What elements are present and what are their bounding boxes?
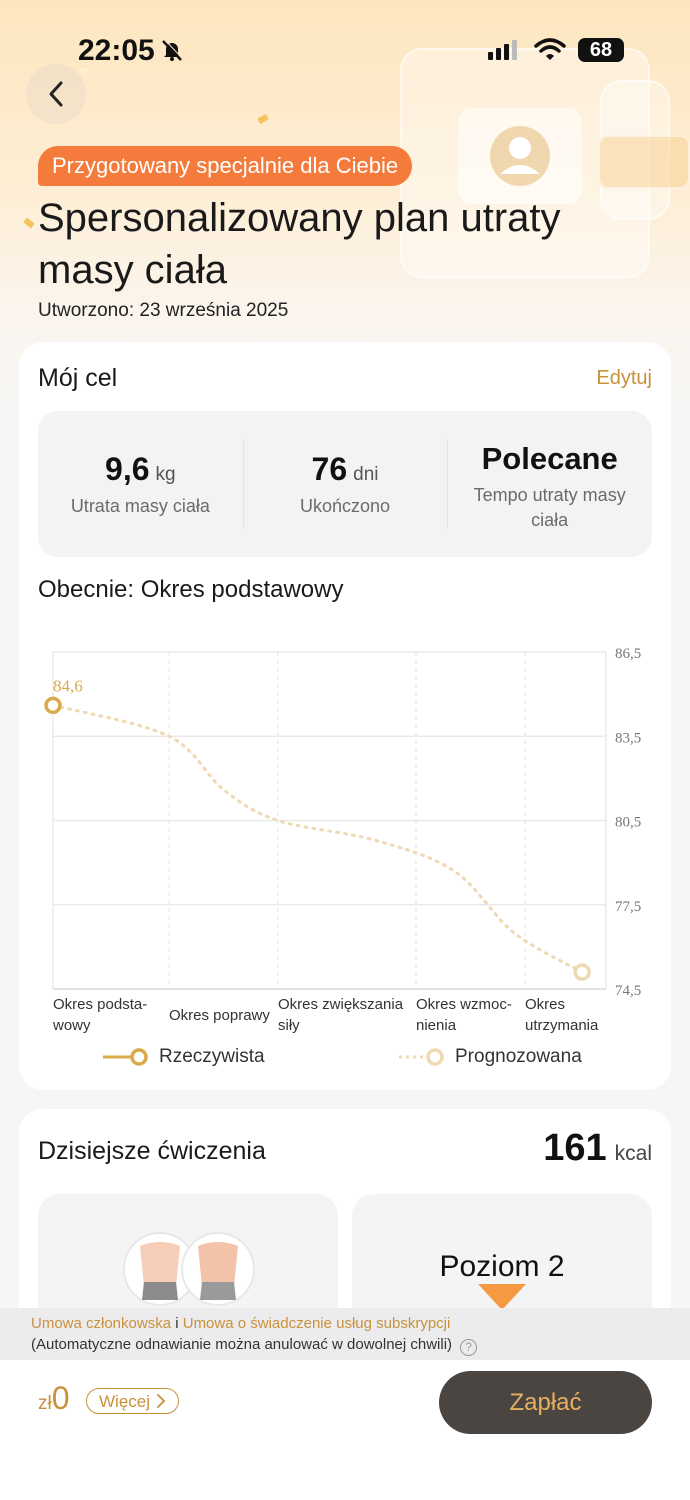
stat-value: 76 — [311, 451, 348, 487]
auto-renew-note: (Automatyczne odnawianie można anulować … — [31, 1336, 453, 1353]
legend-actual-label: Rzeczywista — [159, 1046, 265, 1067]
page-title: Spersonalizowany plan utraty masy ciała — [38, 196, 561, 292]
goal-card: Mój cel Edytuj 9,6 kg Utrata masy ciała 7… — [19, 342, 671, 1090]
x-category-label: Okres — [525, 996, 565, 1013]
x-category-label: Okres poprawy — [169, 1007, 270, 1024]
personalized-badge: Przygotowany specjalnie dla Ciebie — [38, 146, 413, 186]
actual-data-point — [44, 696, 62, 715]
x-category-label: utrzymania — [525, 1017, 599, 1034]
confetti — [80, 68, 88, 73]
body-illustration — [123, 1232, 255, 1306]
edit-goal-link[interactable]: Edytuj — [596, 367, 652, 389]
back-button[interactable] — [26, 64, 86, 124]
kcal-value: 161 — [543, 1127, 607, 1169]
forecast-end-point — [573, 963, 591, 981]
confetti — [23, 217, 35, 229]
kcal-total: 161 kcal — [543, 1127, 652, 1170]
x-category-label: Okres wzmoc- — [416, 996, 512, 1013]
stat-unit: dni — [353, 464, 379, 485]
pay-button[interactable]: Zapłać — [439, 1371, 652, 1434]
stat-label: Utrata masy ciała — [70, 496, 210, 516]
goal-stats: 9,6 kg Utrata masy ciała 76 dni Ukończono … — [38, 411, 652, 557]
x-category-label: Okres zwiększania — [278, 996, 404, 1013]
checkout-bar: zł0 Więcej Zapłać — [0, 1360, 690, 1500]
level-shape-icon — [478, 1284, 526, 1310]
decorative-card-icon — [598, 135, 690, 189]
created-date: Utworzono: 23 września 2025 — [38, 300, 289, 321]
stat-label: Ukończono — [299, 496, 391, 516]
wifi-icon — [534, 38, 566, 60]
legend-actual-marker — [103, 1048, 148, 1066]
weight-chart: 86,5 83,5 80,5 77,5 74,5 Okres podsta-wowy Okr… — [44, 646, 641, 1034]
chevron-left-icon — [49, 81, 63, 107]
legend-forecast: Prognozowana — [399, 1046, 582, 1068]
confetti — [257, 113, 269, 125]
x-category-label: Okres podsta- — [53, 996, 147, 1013]
more-label: Więcej — [99, 1391, 151, 1411]
weight-loss-stat: 9,6 kg Utrata masy ciała — [38, 411, 243, 557]
y-tick-label: 80,5 — [615, 815, 641, 831]
level-label: Poziom 2 — [439, 1250, 565, 1283]
y-tick-label: 74,5 — [615, 983, 641, 999]
battery-indicator: 68 — [578, 38, 624, 62]
price-currency: zł — [38, 1393, 52, 1414]
y-tick-label: 86,5 — [615, 646, 641, 662]
chevron-right-icon — [157, 1394, 166, 1408]
legend-forecast-marker — [399, 1048, 444, 1066]
x-category-label: nienia — [416, 1017, 457, 1034]
kcal-unit: kcal — [614, 1142, 652, 1165]
exercise-title: Dzisiejsze ćwiczenia — [38, 1137, 266, 1165]
days-stat: 76 dni Ukończono — [242, 411, 448, 557]
legend-forecast-label: Prognozowana — [455, 1046, 582, 1067]
membership-agreement-link[interactable]: Umowa członkowska — [31, 1315, 172, 1332]
y-tick-label: 83,5 — [615, 730, 641, 746]
current-period: Obecnie: Okres podstawowy — [38, 576, 344, 603]
x-category-label: wowy — [52, 1017, 91, 1034]
stat-value: Polecane — [481, 441, 618, 476]
stat-label: Tempo utraty masy ciała — [473, 485, 626, 530]
more-button[interactable]: Więcej — [86, 1388, 180, 1414]
terms-conjunction: i — [175, 1315, 179, 1332]
signal-icon — [488, 40, 517, 60]
terms-bar: Umowa członkowska i Umowa o świadczenie … — [0, 1308, 690, 1360]
y-tick-label: 77,5 — [615, 899, 641, 915]
stat-unit: kg — [155, 464, 176, 485]
subscription-agreement-link[interactable]: Umowa o świadczenie usług subskrypcji — [182, 1315, 451, 1332]
start-value-label: 84,6 — [53, 676, 83, 695]
help-icon[interactable]: ? — [460, 1339, 478, 1356]
legend-actual: Rzeczywista — [103, 1046, 265, 1068]
status-bar: 22:05 68 — [0, 0, 690, 100]
forecast-series-line — [51, 703, 584, 974]
pace-stat: Polecane Tempo utraty masy ciała — [447, 411, 652, 557]
stat-value: 9,6 — [105, 451, 150, 487]
price: zł0 — [38, 1380, 70, 1417]
status-time: 22:05 — [78, 34, 155, 67]
goal-title: Mój cel — [38, 364, 118, 392]
bell-muted-icon — [162, 39, 183, 61]
profile-illustration — [458, 108, 582, 204]
x-category-label: siły — [278, 1017, 300, 1034]
price-amount: 0 — [51, 1380, 70, 1416]
